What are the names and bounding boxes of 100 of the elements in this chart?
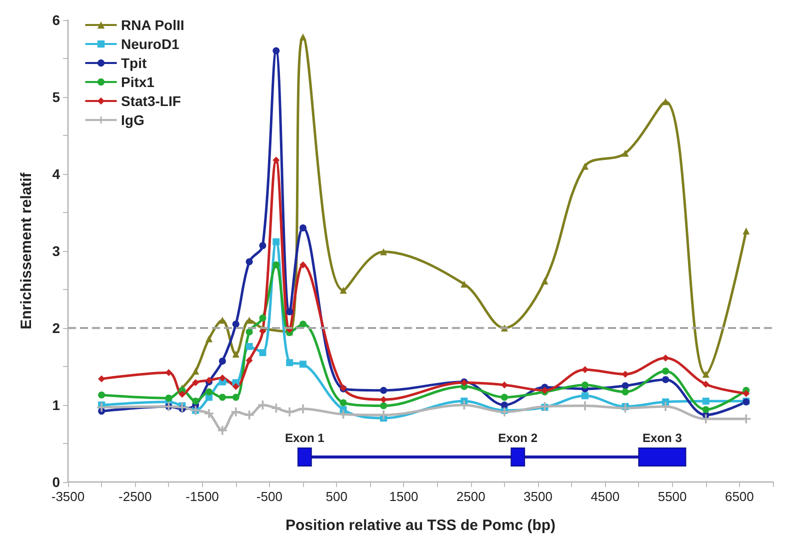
x-tick-label: -2500 — [118, 489, 152, 504]
point — [218, 358, 226, 365]
x-tick-label: 4500 — [590, 489, 620, 504]
legend-label: Stat3-LIF — [121, 93, 182, 109]
y-tick-label: 5 — [52, 89, 60, 105]
point — [622, 382, 629, 390]
y-tick-label: 1 — [52, 397, 60, 413]
point — [620, 404, 630, 413]
point — [460, 400, 469, 410]
point — [246, 356, 253, 364]
point — [582, 381, 588, 388]
point — [246, 258, 253, 266]
point — [702, 380, 710, 388]
point — [232, 350, 240, 358]
point — [206, 335, 212, 342]
y-tick-label: 0 — [52, 474, 60, 490]
point — [272, 156, 280, 164]
point — [662, 376, 670, 384]
point — [272, 238, 280, 246]
point — [206, 388, 212, 396]
point — [622, 150, 629, 157]
point — [192, 398, 200, 405]
point — [500, 407, 509, 416]
point — [340, 399, 347, 406]
point — [380, 248, 388, 256]
point — [300, 224, 306, 232]
point — [460, 280, 468, 288]
point — [231, 407, 240, 416]
point — [218, 374, 226, 382]
point — [218, 394, 226, 401]
x-tick-label: -1500 — [186, 489, 219, 504]
annotation: Exon 1 — [284, 431, 325, 445]
point — [380, 396, 388, 404]
point — [380, 402, 388, 410]
point — [246, 328, 253, 336]
point — [192, 379, 200, 386]
point — [622, 388, 629, 396]
point — [380, 386, 388, 394]
y-tick-label: 6 — [52, 12, 60, 28]
point — [340, 286, 347, 294]
point — [232, 320, 240, 328]
point — [218, 426, 227, 435]
point — [259, 314, 266, 322]
point — [622, 370, 629, 378]
point — [582, 366, 588, 374]
legend-label: Pitx1 — [121, 74, 155, 90]
point — [98, 391, 106, 398]
x-tick-label: -3500 — [51, 489, 85, 504]
x-tick-label: 6500 — [724, 489, 754, 504]
x-tick-label: 5500 — [658, 489, 687, 504]
point — [702, 398, 710, 405]
point — [702, 370, 710, 378]
point — [742, 227, 750, 234]
point — [165, 369, 172, 376]
point — [272, 261, 280, 268]
point — [582, 392, 588, 400]
point — [300, 261, 306, 268]
point — [300, 33, 306, 40]
point — [165, 394, 172, 402]
x-tick-label: -500 — [256, 489, 282, 504]
point — [662, 368, 670, 375]
point — [204, 408, 214, 418]
point — [98, 375, 106, 382]
point — [178, 390, 186, 398]
point — [259, 349, 266, 356]
point — [702, 406, 710, 414]
point — [272, 404, 281, 413]
point — [285, 407, 294, 416]
point — [300, 360, 306, 368]
point — [662, 98, 670, 106]
x-tick-label: 500 — [326, 489, 348, 504]
point — [97, 402, 106, 412]
point — [742, 390, 750, 397]
annotation: Exon 3 — [642, 431, 682, 445]
point — [379, 410, 388, 420]
point — [286, 359, 294, 366]
y-tick-label: 4 — [52, 166, 60, 182]
point — [232, 394, 240, 401]
point — [541, 278, 548, 285]
annotation: Exon 2 — [498, 431, 538, 445]
x-tick-label: 2500 — [456, 489, 486, 504]
point — [259, 242, 266, 250]
y-tick-label: 2 — [52, 320, 60, 336]
point — [582, 162, 588, 170]
legend-label: Tpit — [121, 55, 147, 71]
point — [192, 368, 200, 375]
point — [258, 400, 268, 410]
point — [232, 383, 240, 390]
point — [244, 410, 254, 420]
x-tick-label: 3500 — [524, 489, 552, 504]
y-axis-title: Enrichissement relatif — [18, 172, 35, 330]
legend-label: NeuroD1 — [121, 36, 180, 52]
point — [300, 320, 306, 328]
point — [500, 394, 508, 401]
point — [246, 342, 253, 350]
legend-label: RNA PolII — [121, 17, 184, 33]
point — [500, 402, 508, 408]
point — [272, 47, 280, 54]
legend-label: IgG — [121, 112, 144, 128]
y-tick-label: 3 — [52, 243, 60, 259]
